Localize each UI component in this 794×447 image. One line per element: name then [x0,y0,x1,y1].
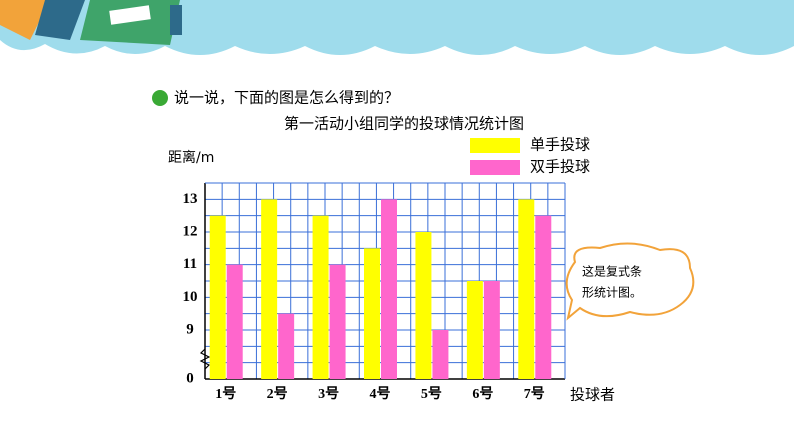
legend-label: 单手投球 [530,136,590,154]
legend-label: 双手投球 [530,158,590,176]
bar [483,281,500,379]
book-illustration [0,0,182,45]
y-axis-label: 距离/m [168,149,214,166]
bar [466,281,483,379]
y-tick-label: 10 [183,289,198,305]
bar [278,313,295,379]
x-axis-label: 投球者 [570,386,615,404]
axis-break [199,348,211,370]
bar [261,199,278,379]
bar [312,215,329,379]
y-tick-label: 11 [183,256,197,272]
legend-swatch [470,138,520,153]
bar [329,264,346,379]
bar [209,215,226,379]
bar [535,215,552,379]
chart-title: 第一活动小组同学的投球情况统计图 [284,115,524,133]
bubble-text: 这是复式条 [582,264,642,279]
x-tick-label: 5号 [421,386,442,402]
y-tick-label: 9 [186,321,194,337]
x-tick-label: 3号 [318,386,339,402]
bar [226,264,243,379]
y-tick-label: 0 [186,370,194,386]
y-tick-label: 13 [183,191,198,207]
bullet [152,90,168,106]
bar [364,248,380,379]
speech-bubble: 这是复式条 形统计图。 [565,242,695,321]
legend-swatch [470,160,520,175]
bar [432,330,449,379]
header-scallop [0,40,794,55]
bar [518,199,535,379]
bubble-text: 形统计图。 [582,286,642,300]
x-tick-label: 4号 [370,386,391,402]
bar [415,232,432,379]
x-tick-label: 6号 [472,386,493,402]
y-tick-label: 12 [183,223,198,239]
x-tick-label: 7号 [524,386,545,402]
x-tick-label: 2号 [267,386,288,402]
prompt: 说一说，下面的图是怎么得到的？ [174,89,399,107]
x-tick-label: 1号 [215,386,236,402]
bar [381,199,397,379]
